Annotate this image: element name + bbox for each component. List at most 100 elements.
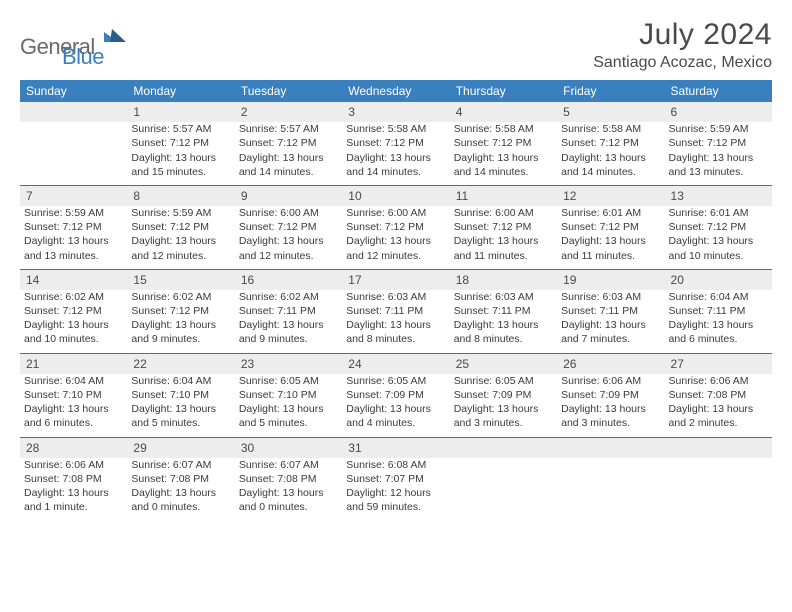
daylight-line: Daylight: 13 hours and 13 minutes. xyxy=(669,151,768,179)
calendar-head: Sunday Monday Tuesday Wednesday Thursday… xyxy=(20,80,772,102)
daylight-line: Daylight: 13 hours and 14 minutes. xyxy=(561,151,660,179)
day-cell: Sunrise: 6:06 AMSunset: 7:09 PMDaylight:… xyxy=(557,374,664,437)
day-number-cell: 18 xyxy=(450,269,557,290)
day-cell: Sunrise: 5:57 AMSunset: 7:12 PMDaylight:… xyxy=(235,122,342,185)
day-cell: Sunrise: 5:59 AMSunset: 7:12 PMDaylight:… xyxy=(665,122,772,185)
sunset-line: Sunset: 7:12 PM xyxy=(454,220,553,234)
sunset-line: Sunset: 7:12 PM xyxy=(454,136,553,150)
day-number-cell: 20 xyxy=(665,269,772,290)
day-number-cell: 12 xyxy=(557,185,664,206)
sunset-line: Sunset: 7:11 PM xyxy=(346,304,445,318)
day-number-cell xyxy=(450,437,557,458)
sunset-line: Sunset: 7:08 PM xyxy=(24,472,123,486)
sunset-line: Sunset: 7:11 PM xyxy=(561,304,660,318)
sunset-line: Sunset: 7:07 PM xyxy=(346,472,445,486)
day-cell: Sunrise: 6:02 AMSunset: 7:12 PMDaylight:… xyxy=(127,290,234,353)
daylight-line: Daylight: 13 hours and 7 minutes. xyxy=(561,318,660,346)
day-number-cell: 6 xyxy=(665,102,772,122)
daylight-line: Daylight: 13 hours and 6 minutes. xyxy=(669,318,768,346)
day-content-row: Sunrise: 5:59 AMSunset: 7:12 PMDaylight:… xyxy=(20,206,772,269)
day-cell: Sunrise: 6:03 AMSunset: 7:11 PMDaylight:… xyxy=(450,290,557,353)
day-number-cell: 30 xyxy=(235,437,342,458)
day-cell: Sunrise: 6:05 AMSunset: 7:10 PMDaylight:… xyxy=(235,374,342,437)
day-content-row: Sunrise: 6:06 AMSunset: 7:08 PMDaylight:… xyxy=(20,458,772,521)
day-number-cell xyxy=(557,437,664,458)
sunset-line: Sunset: 7:12 PM xyxy=(239,220,338,234)
day-number-cell: 10 xyxy=(342,185,449,206)
day-number-row: 78910111213 xyxy=(20,185,772,206)
daylight-line: Daylight: 13 hours and 15 minutes. xyxy=(131,151,230,179)
logo: General Blue xyxy=(20,24,140,70)
day-cell: Sunrise: 6:05 AMSunset: 7:09 PMDaylight:… xyxy=(450,374,557,437)
day-header: Sunday xyxy=(20,80,127,102)
daylight-line: Daylight: 13 hours and 12 minutes. xyxy=(346,234,445,262)
sunrise-line: Sunrise: 6:05 AM xyxy=(346,374,445,388)
day-number-cell: 15 xyxy=(127,269,234,290)
day-number-cell: 13 xyxy=(665,185,772,206)
day-number-cell: 28 xyxy=(20,437,127,458)
calendar-body: 123456Sunrise: 5:57 AMSunset: 7:12 PMDay… xyxy=(20,102,772,520)
day-content-row: Sunrise: 5:57 AMSunset: 7:12 PMDaylight:… xyxy=(20,122,772,185)
day-number-cell: 27 xyxy=(665,353,772,374)
sunrise-line: Sunrise: 6:06 AM xyxy=(669,374,768,388)
day-header: Thursday xyxy=(450,80,557,102)
sunrise-line: Sunrise: 5:59 AM xyxy=(24,206,123,220)
daylight-line: Daylight: 13 hours and 14 minutes. xyxy=(454,151,553,179)
day-header-row: Sunday Monday Tuesday Wednesday Thursday… xyxy=(20,80,772,102)
day-cell: Sunrise: 5:58 AMSunset: 7:12 PMDaylight:… xyxy=(342,122,449,185)
sunrise-line: Sunrise: 6:03 AM xyxy=(454,290,553,304)
day-cell: Sunrise: 6:01 AMSunset: 7:12 PMDaylight:… xyxy=(557,206,664,269)
day-cell: Sunrise: 6:03 AMSunset: 7:11 PMDaylight:… xyxy=(342,290,449,353)
sunrise-line: Sunrise: 5:57 AM xyxy=(131,122,230,136)
day-number-cell: 26 xyxy=(557,353,664,374)
sunrise-line: Sunrise: 5:58 AM xyxy=(346,122,445,136)
day-content-row: Sunrise: 6:04 AMSunset: 7:10 PMDaylight:… xyxy=(20,374,772,437)
sunset-line: Sunset: 7:12 PM xyxy=(239,136,338,150)
day-cell: Sunrise: 6:02 AMSunset: 7:11 PMDaylight:… xyxy=(235,290,342,353)
daylight-line: Daylight: 13 hours and 11 minutes. xyxy=(454,234,553,262)
sunrise-line: Sunrise: 6:00 AM xyxy=(239,206,338,220)
daylight-line: Daylight: 13 hours and 9 minutes. xyxy=(131,318,230,346)
daylight-line: Daylight: 13 hours and 5 minutes. xyxy=(131,402,230,430)
sunset-line: Sunset: 7:12 PM xyxy=(131,220,230,234)
day-cell: Sunrise: 6:05 AMSunset: 7:09 PMDaylight:… xyxy=(342,374,449,437)
sunset-line: Sunset: 7:09 PM xyxy=(346,388,445,402)
sunrise-line: Sunrise: 6:03 AM xyxy=(346,290,445,304)
day-header: Monday xyxy=(127,80,234,102)
day-number-row: 123456 xyxy=(20,102,772,122)
sunset-line: Sunset: 7:08 PM xyxy=(131,472,230,486)
day-number-cell xyxy=(665,437,772,458)
day-number-row: 28293031 xyxy=(20,437,772,458)
daylight-line: Daylight: 13 hours and 14 minutes. xyxy=(346,151,445,179)
sunrise-line: Sunrise: 6:05 AM xyxy=(239,374,338,388)
sunset-line: Sunset: 7:08 PM xyxy=(239,472,338,486)
day-cell: Sunrise: 6:04 AMSunset: 7:11 PMDaylight:… xyxy=(665,290,772,353)
sunrise-line: Sunrise: 6:08 AM xyxy=(346,458,445,472)
sunrise-line: Sunrise: 5:58 AM xyxy=(454,122,553,136)
day-cell xyxy=(665,458,772,521)
daylight-line: Daylight: 13 hours and 12 minutes. xyxy=(131,234,230,262)
daylight-line: Daylight: 13 hours and 1 minute. xyxy=(24,486,123,514)
day-cell: Sunrise: 6:04 AMSunset: 7:10 PMDaylight:… xyxy=(127,374,234,437)
sunrise-line: Sunrise: 6:01 AM xyxy=(561,206,660,220)
sunrise-line: Sunrise: 6:06 AM xyxy=(561,374,660,388)
day-number-cell: 23 xyxy=(235,353,342,374)
day-number-cell: 21 xyxy=(20,353,127,374)
day-cell: Sunrise: 6:00 AMSunset: 7:12 PMDaylight:… xyxy=(235,206,342,269)
sunrise-line: Sunrise: 6:01 AM xyxy=(669,206,768,220)
sunrise-line: Sunrise: 6:04 AM xyxy=(131,374,230,388)
sunrise-line: Sunrise: 6:04 AM xyxy=(24,374,123,388)
day-cell xyxy=(557,458,664,521)
sunrise-line: Sunrise: 5:57 AM xyxy=(239,122,338,136)
day-number-cell: 3 xyxy=(342,102,449,122)
sunset-line: Sunset: 7:12 PM xyxy=(346,136,445,150)
sunrise-line: Sunrise: 6:07 AM xyxy=(239,458,338,472)
day-number-cell: 4 xyxy=(450,102,557,122)
day-cell: Sunrise: 6:03 AMSunset: 7:11 PMDaylight:… xyxy=(557,290,664,353)
daylight-line: Daylight: 13 hours and 14 minutes. xyxy=(239,151,338,179)
day-cell: Sunrise: 6:08 AMSunset: 7:07 PMDaylight:… xyxy=(342,458,449,521)
day-cell: Sunrise: 6:07 AMSunset: 7:08 PMDaylight:… xyxy=(235,458,342,521)
day-number-row: 21222324252627 xyxy=(20,353,772,374)
page-subtitle: Santiago Acozac, Mexico xyxy=(593,54,772,72)
daylight-line: Daylight: 13 hours and 3 minutes. xyxy=(454,402,553,430)
